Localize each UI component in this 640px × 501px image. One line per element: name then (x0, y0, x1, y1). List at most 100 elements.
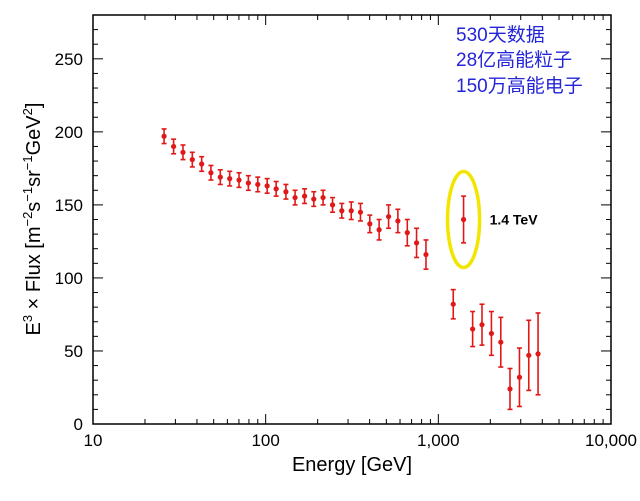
data-point (479, 303, 485, 346)
point-marker (526, 352, 532, 358)
x-tick-label: 10 (84, 431, 103, 450)
data-point (395, 208, 401, 234)
data-point (199, 155, 205, 173)
point-marker (189, 157, 195, 163)
data-point (236, 171, 242, 189)
point-marker (357, 209, 364, 215)
point-marker (367, 221, 373, 227)
data-point (357, 202, 364, 222)
highlight-label: 1.4 TeV (490, 212, 539, 228)
point-marker (245, 180, 251, 186)
data-point (208, 164, 214, 181)
point-marker (292, 194, 298, 201)
point-marker (404, 230, 410, 236)
data-point (227, 170, 233, 187)
point-marker (507, 386, 513, 392)
point-marker (348, 208, 354, 214)
point-marker (208, 170, 214, 176)
y-title-sup-gev: 2 (20, 108, 35, 115)
point-marker (423, 251, 429, 258)
point-marker (329, 202, 336, 208)
data-point (460, 195, 467, 244)
axis-tick-labels: 10 100 1,000 10,000 0 50 100 150 200 250 (55, 50, 637, 450)
point-marker (535, 351, 541, 357)
data-point (507, 367, 513, 411)
y-title-gev: GeV (23, 115, 45, 156)
data-point (498, 316, 504, 368)
y-tick-label: 0 (74, 415, 83, 434)
point-marker (395, 218, 401, 224)
point-marker (301, 193, 308, 199)
point-marker (171, 143, 177, 150)
y-title-bracket: ] (23, 103, 45, 109)
point-marker (264, 183, 270, 189)
point-marker (498, 339, 504, 345)
point-marker (180, 149, 186, 155)
data-point (255, 176, 261, 193)
data-point (245, 174, 251, 192)
y-tick-label: 250 (55, 50, 83, 69)
data-point (376, 218, 382, 241)
point-marker (516, 374, 523, 380)
data-point (450, 288, 456, 320)
annotation-days: 530天数据 (456, 24, 545, 46)
point-marker (161, 133, 167, 139)
x-tick-label: 100 (251, 431, 279, 450)
data-point (320, 189, 326, 206)
data-point (189, 151, 195, 168)
data-point (488, 310, 495, 357)
data-point (171, 138, 177, 155)
data-point (423, 239, 429, 270)
y-tick-label: 200 (55, 123, 83, 142)
y-title-sup-m: −2 (20, 212, 35, 227)
point-marker (273, 186, 279, 192)
point-marker (320, 194, 326, 201)
point-marker (479, 322, 485, 328)
y-title-e: E (23, 322, 45, 335)
x-axis-title: Energy [GeV] (292, 454, 412, 476)
point-marker (339, 208, 345, 214)
point-marker (460, 216, 467, 223)
y-title-sup-s: −1 (20, 187, 35, 202)
data-point (311, 190, 317, 208)
data-point (385, 204, 392, 230)
point-marker (470, 326, 476, 332)
point-marker (255, 181, 261, 188)
highlight-ellipse (445, 169, 482, 270)
point-marker (227, 176, 233, 182)
point-marker (488, 330, 495, 337)
data-point (283, 183, 289, 200)
point-marker (217, 174, 223, 180)
y-tick-label: 50 (64, 342, 83, 361)
data-point (535, 312, 541, 396)
data-point (404, 218, 410, 247)
annotation-electrons: 150万高能电子 (456, 75, 583, 97)
x-tick-label: 10,000 (585, 431, 637, 450)
axis-ticks (92, 14, 612, 425)
data-point (301, 188, 308, 205)
point-marker (385, 213, 392, 220)
point-marker (199, 161, 205, 167)
y-title-s: s (23, 202, 45, 212)
x-tick-label: 1,000 (417, 431, 460, 450)
data-series (161, 128, 541, 411)
point-marker (311, 196, 317, 202)
data-point (367, 214, 373, 234)
data-point (217, 169, 223, 186)
data-point (413, 227, 420, 259)
data-point (264, 177, 270, 195)
data-point (292, 189, 298, 206)
point-marker (376, 227, 382, 233)
y-tick-label: 150 (55, 196, 83, 215)
data-point (516, 347, 523, 408)
y-title-sup-sr: −1 (20, 155, 35, 170)
y-axis-title: E3 × Flux [m−2s−1sr−1GeV2] (20, 103, 45, 336)
data-point (180, 144, 186, 161)
data-point (470, 310, 476, 348)
data-point (339, 202, 345, 219)
point-marker (450, 301, 456, 307)
y-tick-label: 100 (55, 269, 83, 288)
point-marker (283, 189, 289, 195)
data-point (348, 201, 354, 221)
